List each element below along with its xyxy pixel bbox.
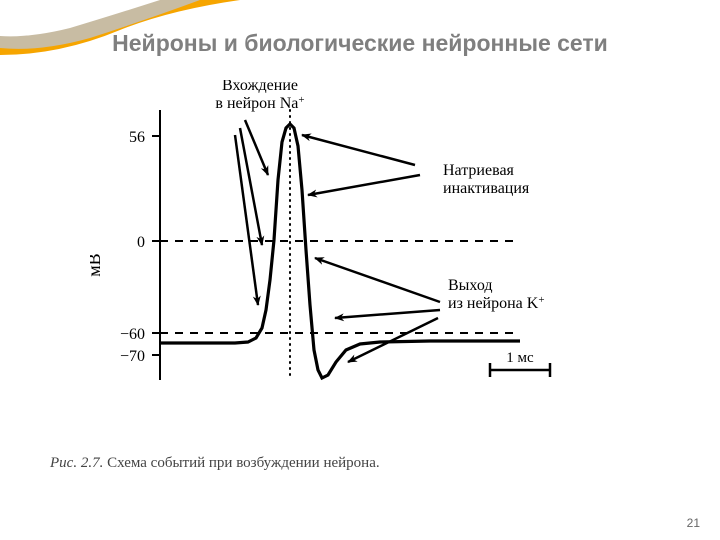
na-sup: + [298, 94, 304, 106]
label-k-exit-l2: из нейрона K+ [448, 294, 545, 312]
label-na-inact-l1: Натриевая [443, 162, 515, 179]
slide-title: Нейроны и биологические нейронные сети [40, 30, 680, 57]
ytick--70: −70 [120, 348, 145, 365]
scale-bar-label: 1 мс [506, 350, 534, 366]
ytick--60: −60 [120, 326, 145, 343]
label-na-inact-l2: инактивация [443, 180, 530, 197]
slide: Нейроны и биологические нейронные сети 5… [0, 0, 720, 540]
figure-caption: Рис. 2.7. Схема событий при возбуждении … [50, 455, 670, 472]
arrow-na-entry-2 [240, 128, 262, 245]
scale-bar: 1 мс [490, 350, 550, 377]
k-sup: + [538, 294, 544, 306]
arrow-na-inact-2 [308, 175, 420, 195]
ytick-56: 56 [129, 129, 145, 146]
y-ticks [152, 136, 160, 355]
ytick-0: 0 [137, 234, 145, 251]
caption-text: Схема событий при возбуждении нейрона. [107, 455, 380, 471]
label-na-entry-l2: в нейрон Na+ [215, 94, 304, 112]
action-potential-figure: 56 0 −60 −70 мВ [90, 80, 630, 440]
arrow-k-exit-1 [315, 258, 440, 302]
page-number: 21 [687, 516, 700, 530]
label-na-entry-l1: Вхождение [222, 80, 298, 94]
caption-fig-label: Рис. 2.7. [50, 455, 103, 471]
y-axis-label: мВ [90, 253, 104, 276]
arrow-na-inact-1 [302, 135, 415, 165]
chart-svg: 56 0 −60 −70 мВ [90, 80, 630, 440]
arrow-k-exit-2 [335, 310, 440, 318]
label-k-exit-l1: Выход [448, 277, 493, 294]
